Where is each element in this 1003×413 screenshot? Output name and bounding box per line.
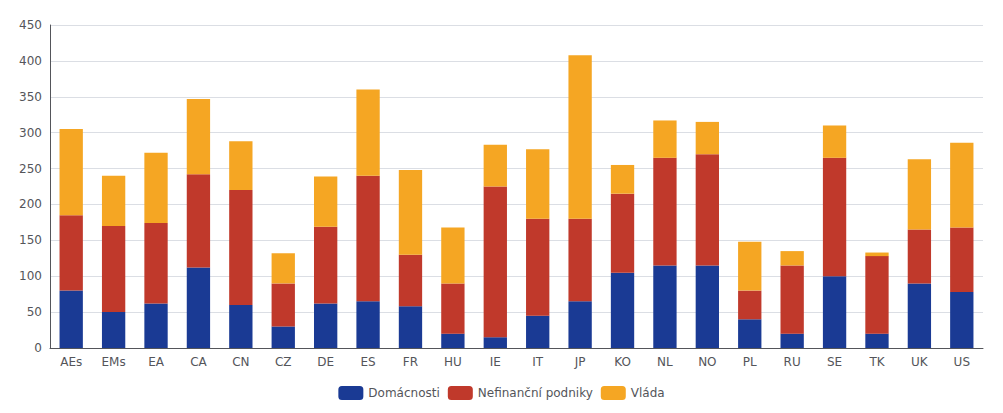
svg-text:ES: ES	[360, 355, 375, 369]
svg-text:450: 450	[19, 18, 42, 32]
svg-text:FR: FR	[403, 355, 418, 369]
svg-text:Domácnosti: Domácnosti	[368, 386, 439, 400]
svg-text:IT: IT	[532, 355, 544, 369]
svg-text:US: US	[954, 355, 970, 369]
svg-text:150: 150	[19, 233, 42, 247]
svg-text:350: 350	[19, 90, 42, 104]
svg-text:EA: EA	[148, 355, 165, 369]
svg-text:CZ: CZ	[275, 355, 292, 369]
svg-text:250: 250	[19, 162, 42, 176]
svg-text:CN: CN	[232, 355, 249, 369]
svg-text:HU: HU	[444, 355, 462, 369]
svg-text:AEs: AEs	[60, 355, 82, 369]
svg-text:RU: RU	[784, 355, 801, 369]
svg-text:SE: SE	[827, 355, 842, 369]
svg-text:EMs: EMs	[102, 355, 126, 369]
svg-text:NO: NO	[698, 355, 716, 369]
svg-text:0: 0	[34, 341, 42, 355]
svg-text:300: 300	[19, 126, 42, 140]
svg-text:100: 100	[19, 269, 42, 283]
svg-text:KO: KO	[614, 355, 631, 369]
svg-text:TK: TK	[868, 355, 885, 369]
svg-text:PL: PL	[743, 355, 757, 369]
svg-text:200: 200	[19, 197, 42, 211]
svg-text:DE: DE	[317, 355, 334, 369]
svg-text:IE: IE	[490, 355, 501, 369]
svg-text:CA: CA	[190, 355, 207, 369]
svg-text:Vláda: Vláda	[631, 386, 665, 400]
svg-text:400: 400	[19, 54, 42, 68]
svg-text:50: 50	[27, 305, 42, 319]
svg-text:JP: JP	[574, 355, 586, 369]
svg-text:Nefinanční podniky: Nefinanční podniky	[478, 386, 593, 400]
svg-text:NL: NL	[657, 355, 673, 369]
svg-text:UK: UK	[911, 355, 929, 369]
